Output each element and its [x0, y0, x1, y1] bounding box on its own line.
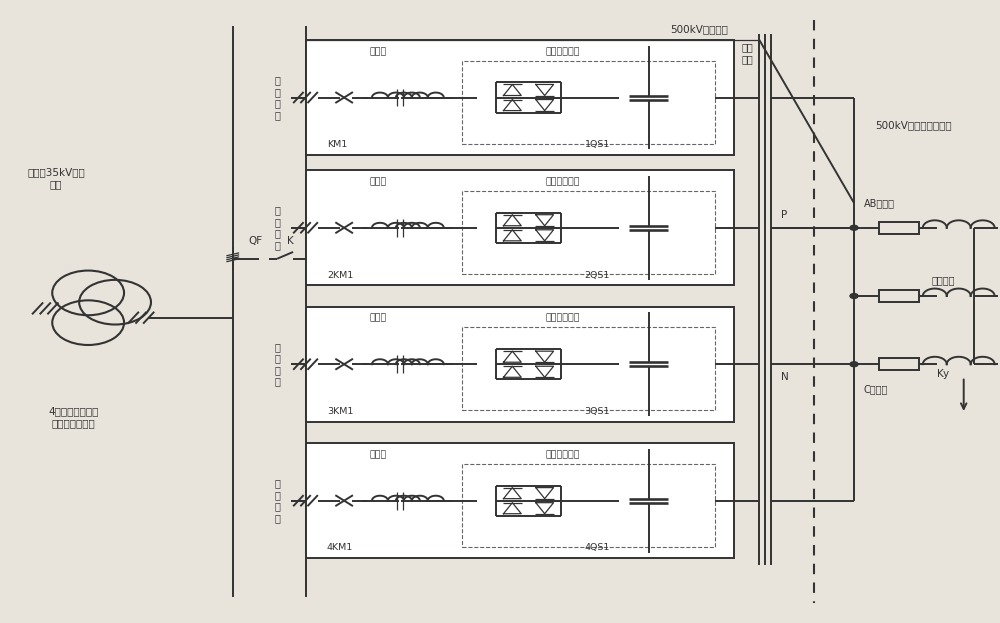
Bar	[462, 464, 715, 547]
Text: 线路短接: 线路短接	[932, 275, 956, 285]
Text: 4KM1: 4KM1	[327, 543, 353, 553]
Bar	[306, 170, 734, 285]
Text: 电压源换流器: 电压源换流器	[546, 47, 580, 56]
Circle shape	[850, 362, 858, 367]
Bar	[462, 327, 715, 411]
Text: 3KM1: 3KM1	[327, 407, 353, 416]
Text: 2QS1: 2QS1	[584, 270, 610, 280]
Text: 变压器: 变压器	[370, 47, 387, 56]
Text: K: K	[287, 236, 294, 247]
Circle shape	[850, 293, 858, 298]
Text: 电压源换流器: 电压源换流器	[546, 450, 580, 459]
Text: 第
二
台
车: 第 二 台 车	[275, 206, 281, 250]
Text: 4台车并联构成整
套直流融冰装置: 4台车并联构成整 套直流融冰装置	[48, 406, 98, 428]
Text: 500kV超高压覆冰线路: 500kV超高压覆冰线路	[876, 120, 952, 130]
Text: 电压源换流器: 电压源换流器	[546, 313, 580, 323]
Text: 电压源换流器: 电压源换流器	[546, 177, 580, 186]
Circle shape	[850, 226, 858, 231]
Bar	[306, 443, 734, 558]
Text: 1QS1: 1QS1	[584, 140, 610, 150]
Text: 4QS1: 4QS1	[584, 543, 610, 553]
Text: QF: QF	[249, 236, 263, 247]
Text: 变压器: 变压器	[370, 177, 387, 186]
Bar	[879, 290, 919, 302]
Bar	[306, 40, 734, 155]
Text: 500kV变电站内: 500kV变电站内	[671, 24, 728, 34]
Text: 汇流
母排: 汇流 母排	[741, 42, 753, 64]
Text: 变电站35kV交流
母线: 变电站35kV交流 母线	[27, 168, 85, 189]
Text: AB相短接: AB相短接	[864, 198, 895, 208]
Bar	[879, 222, 919, 234]
Text: N: N	[781, 372, 789, 382]
Text: Ky: Ky	[937, 369, 949, 379]
Text: P: P	[781, 211, 787, 221]
Text: C相短接: C相短接	[864, 384, 888, 394]
Text: 第
四
台
车: 第 四 台 车	[275, 478, 281, 523]
Text: 第
一
台
车: 第 一 台 车	[275, 75, 281, 120]
Bar	[879, 358, 919, 371]
Bar	[306, 307, 734, 422]
Text: 第
三
台
车: 第 三 台 车	[275, 342, 281, 387]
Bar	[462, 191, 715, 274]
Text: KM1: KM1	[327, 140, 347, 150]
Text: 变压器: 变压器	[370, 450, 387, 459]
Text: 变压器: 变压器	[370, 313, 387, 323]
Bar	[462, 60, 715, 144]
Text: 2KM1: 2KM1	[327, 270, 353, 280]
Text: 3QS1: 3QS1	[584, 407, 610, 416]
